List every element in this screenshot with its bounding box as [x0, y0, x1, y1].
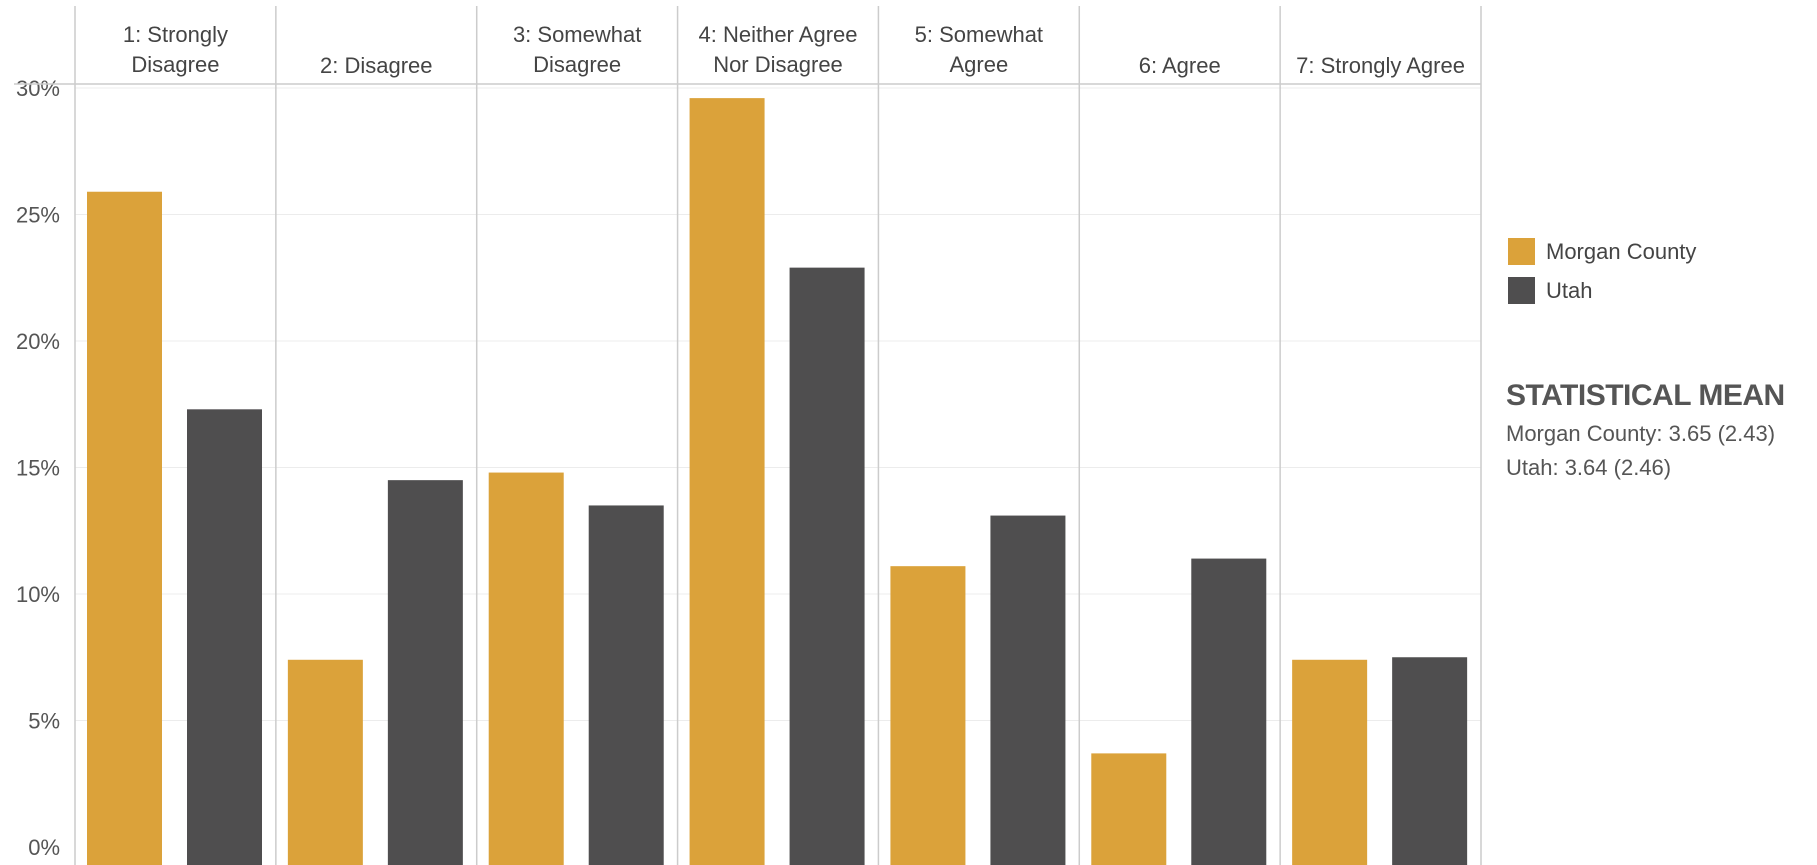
category-label-line: 7: Strongly Agree [1296, 53, 1465, 78]
stats-title: STATISTICAL MEAN [1506, 379, 1785, 412]
bar-morgan-county [689, 98, 765, 865]
bar-morgan-county [87, 191, 162, 865]
category-label: 1: Strongly Disagree [123, 22, 228, 77]
category-label: 7: Strongly Agree [1296, 53, 1465, 78]
category-label-line: 4: Neither Agree [699, 22, 858, 47]
bar-utah [187, 409, 262, 865]
bar-morgan-county [890, 566, 966, 865]
bar-utah [387, 480, 463, 865]
legend-label: Utah [1546, 278, 1592, 303]
category-label: 3: Somewhat Disagree [513, 22, 641, 77]
category-label: 6: Agree [1139, 53, 1221, 78]
category-label: 2: Disagree [320, 53, 433, 78]
gridlines [75, 6, 1482, 865]
legend-swatch [1508, 238, 1535, 265]
stats-line-utah: Utah: 3.64 (2.46) [1506, 455, 1671, 480]
y-tick-label: 10% [16, 582, 60, 607]
category-label-line: Disagree [533, 52, 621, 77]
bar-utah [1392, 657, 1468, 865]
statistical-mean-panel: STATISTICAL MEAN Morgan County: 3.65 (2.… [1506, 379, 1785, 480]
y-tick-label: 25% [16, 203, 60, 228]
y-tick-label: 5% [28, 709, 60, 734]
category-label-line: 2: Disagree [320, 53, 433, 78]
category-label-line: 3: Somewhat [513, 22, 641, 47]
category-label: 4: Neither Agree Nor Disagree [699, 22, 858, 77]
category-label-line: Nor Disagree [713, 52, 843, 77]
bar-utah [1191, 558, 1267, 865]
y-axis: 0% 5% 10% 15% 20% 25% 30% [14, 6, 1481, 865]
bar-morgan-county [1091, 753, 1167, 865]
bars [87, 98, 1468, 865]
bar-utah [789, 267, 865, 865]
bar-utah [588, 505, 664, 865]
category-label-line: 6: Agree [1139, 53, 1221, 78]
category-label-line: 5: Somewhat [915, 22, 1043, 47]
category-label-line: Disagree [131, 52, 219, 77]
legend-label: Morgan County [1546, 239, 1696, 264]
y-tick-label: 20% [16, 329, 60, 354]
category-label-line: Agree [949, 52, 1008, 77]
bar-utah [990, 515, 1066, 865]
bar-morgan-county [287, 659, 363, 865]
y-tick-label: 0% [28, 835, 60, 860]
category-label: 5: Somewhat Agree [915, 22, 1043, 77]
y-tick-label: 15% [16, 456, 60, 481]
legend: Morgan County Utah [1508, 238, 1696, 304]
category-label-line: 1: Strongly [123, 22, 228, 47]
bar-morgan-county [1292, 659, 1368, 865]
legend-swatch [1508, 277, 1535, 304]
y-tick-label: 30% [16, 76, 60, 101]
stats-line-morgan: Morgan County: 3.65 (2.43) [1506, 421, 1775, 446]
bar-morgan-county [488, 472, 564, 865]
category-header: 1: Strongly Disagree 2: Disagree 3: Somewha… [123, 22, 1465, 78]
